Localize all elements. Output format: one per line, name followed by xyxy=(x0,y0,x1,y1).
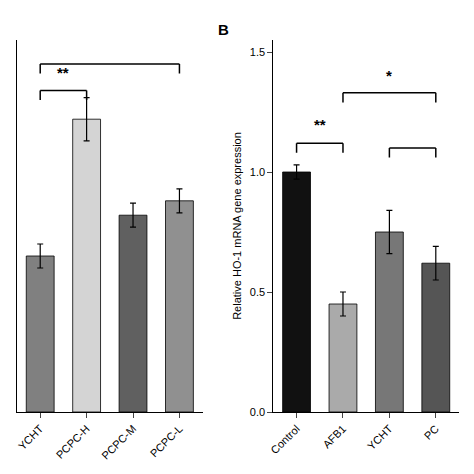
svg-text:YCHT: YCHT xyxy=(16,422,46,452)
svg-text:0.5: 0.5 xyxy=(250,286,265,298)
svg-text:Control: Control xyxy=(268,423,302,457)
svg-text:**: ** xyxy=(314,116,326,133)
svg-text:PC: PC xyxy=(422,422,441,441)
svg-text:PCPC-H: PCPC-H xyxy=(54,422,92,460)
svg-text:YCHT: YCHT xyxy=(365,422,395,452)
svg-text:Relative HO-1 mRNA gene expres: Relative HO-1 mRNA gene expression xyxy=(231,132,243,320)
svg-text:PCPC-M: PCPC-M xyxy=(99,423,138,462)
svg-text:**: ** xyxy=(57,64,69,81)
svg-text:*: * xyxy=(386,67,392,84)
svg-text:B: B xyxy=(218,21,229,38)
svg-text:1.5: 1.5 xyxy=(250,46,265,58)
svg-text:AFB1: AFB1 xyxy=(320,423,348,451)
svg-text:0.0: 0.0 xyxy=(250,406,265,418)
svg-text:PCPC-L: PCPC-L xyxy=(148,423,185,460)
svg-text:1.0: 1.0 xyxy=(250,166,265,178)
